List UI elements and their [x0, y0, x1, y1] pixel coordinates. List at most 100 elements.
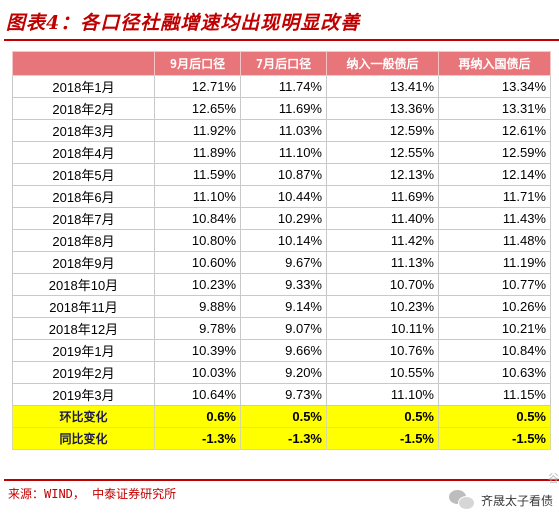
value-cell: 11.19% [438, 251, 551, 274]
value-cell: 12.65% [154, 97, 241, 120]
side-mark: 谷 [548, 472, 559, 485]
header-cell [12, 51, 155, 76]
row-label: 2018年9月 [12, 251, 155, 274]
value-cell: 0.5% [438, 405, 551, 428]
summary-row: 环比变化 0.6% 0.5% 0.5% 0.5% [12, 405, 551, 428]
value-cell: 10.64% [154, 383, 241, 406]
table-row: 2018年12月 9.78% 9.07% 10.11% 10.21% [12, 317, 551, 340]
value-cell: 10.11% [326, 317, 439, 340]
value-cell: 11.03% [240, 119, 327, 142]
row-label: 2018年8月 [12, 229, 155, 252]
header-cell: 7月后口径 [240, 51, 327, 76]
table-row: 2019年2月 10.03% 9.20% 10.55% 10.63% [12, 361, 551, 384]
row-label: 2018年3月 [12, 119, 155, 142]
value-cell: 11.59% [154, 163, 241, 186]
value-cell: 12.55% [326, 141, 439, 164]
table-row: 2018年5月 11.59% 10.87% 12.13% 12.14% [12, 163, 551, 186]
value-cell: 9.33% [240, 273, 327, 296]
value-cell: 10.14% [240, 229, 327, 252]
value-cell: 11.42% [326, 229, 439, 252]
value-cell: 12.13% [326, 163, 439, 186]
value-cell: 11.48% [438, 229, 551, 252]
value-cell: 10.03% [154, 361, 241, 384]
table-row: 2018年6月 11.10% 10.44% 11.69% 11.71% [12, 185, 551, 208]
value-cell: 10.87% [240, 163, 327, 186]
header-cell: 9月后口径 [154, 51, 241, 76]
value-cell: 9.78% [154, 317, 241, 340]
table-header-row: 9月后口径 7月后口径 纳入一般债后 再纳入国债后 [12, 51, 551, 76]
row-label: 2018年12月 [12, 317, 155, 340]
row-label: 2018年5月 [12, 163, 155, 186]
table-row: 2018年8月 10.80% 10.14% 11.42% 11.48% [12, 229, 551, 252]
value-cell: 11.69% [326, 185, 439, 208]
value-cell: 10.77% [438, 273, 551, 296]
row-label: 2018年10月 [12, 273, 155, 296]
wechat-icon [448, 490, 475, 510]
value-cell: 9.14% [240, 295, 327, 318]
value-cell: 11.74% [240, 75, 327, 98]
value-cell: 11.43% [438, 207, 551, 230]
summary-row: 同比变化 -1.3% -1.3% -1.5% -1.5% [12, 427, 551, 450]
value-cell: 13.34% [438, 75, 551, 98]
watermark-text: 齐晟太子看债 [480, 493, 553, 508]
value-cell: 11.15% [438, 383, 551, 406]
value-cell: 11.71% [438, 185, 551, 208]
value-cell: 10.70% [326, 273, 439, 296]
value-cell: 12.14% [438, 163, 551, 186]
value-cell: 10.63% [438, 361, 551, 384]
table-row: 2018年1月 12.71% 11.74% 13.41% 13.34% [12, 75, 551, 98]
data-table: 9月后口径 7月后口径 纳入一般债后 再纳入国债后 2018年1月 12.71% 1… [12, 51, 551, 450]
value-cell: 9.20% [240, 361, 327, 384]
value-cell: 13.31% [438, 97, 551, 120]
row-label: 2018年11月 [12, 295, 155, 318]
row-label: 2018年1月 [12, 75, 155, 98]
value-cell: 10.84% [438, 339, 551, 362]
row-label: 环比变化 [12, 405, 155, 428]
header-cell: 纳入一般债后 [326, 51, 439, 76]
value-cell: 11.89% [154, 141, 241, 164]
value-cell: 10.80% [154, 229, 241, 252]
value-cell: 9.73% [240, 383, 327, 406]
value-cell: 10.44% [240, 185, 327, 208]
value-cell: 11.10% [240, 141, 327, 164]
row-label: 2018年6月 [12, 185, 155, 208]
value-cell: 11.40% [326, 207, 439, 230]
value-cell: 12.71% [154, 75, 241, 98]
value-cell: 12.61% [438, 119, 551, 142]
value-cell: 11.69% [240, 97, 327, 120]
table-row: 2018年4月 11.89% 11.10% 12.55% 12.59% [12, 141, 551, 164]
value-cell: 10.23% [154, 273, 241, 296]
row-label: 2018年2月 [12, 97, 155, 120]
value-cell: -1.3% [154, 427, 241, 450]
value-cell: 0.5% [326, 405, 439, 428]
value-cell: 11.13% [326, 251, 439, 274]
row-label: 2018年4月 [12, 141, 155, 164]
value-cell: 9.07% [240, 317, 327, 340]
value-cell: -1.5% [326, 427, 439, 450]
row-label: 2019年2月 [12, 361, 155, 384]
value-cell: 10.26% [438, 295, 551, 318]
table-row: 2018年2月 12.65% 11.69% 13.36% 13.31% [12, 97, 551, 120]
value-cell: 10.23% [326, 295, 439, 318]
value-cell: 10.76% [326, 339, 439, 362]
value-cell: 9.67% [240, 251, 327, 274]
value-cell: 0.5% [240, 405, 327, 428]
footer-divider [4, 479, 559, 481]
figure-title: 图表4：各口径社融增速均出现明显改善 [6, 12, 361, 34]
row-label: 2018年7月 [12, 207, 155, 230]
value-cell: 0.6% [154, 405, 241, 428]
value-cell: 10.55% [326, 361, 439, 384]
value-cell: 10.21% [438, 317, 551, 340]
title-divider [4, 39, 559, 41]
table-row: 2018年10月 10.23% 9.33% 10.70% 10.77% [12, 273, 551, 296]
value-cell: 11.10% [154, 185, 241, 208]
table-row: 2018年11月 9.88% 9.14% 10.23% 10.26% [12, 295, 551, 318]
source-note: 来源：WIND， 中泰证券研究所 [8, 487, 177, 501]
value-cell: 12.59% [438, 141, 551, 164]
value-cell: 10.39% [154, 339, 241, 362]
value-cell: 13.41% [326, 75, 439, 98]
value-cell: 10.84% [154, 207, 241, 230]
watermark: 齐晟太子看债 [448, 489, 553, 511]
table-row: 2018年7月 10.84% 10.29% 11.40% 11.43% [12, 207, 551, 230]
header-cell: 再纳入国债后 [438, 51, 551, 76]
